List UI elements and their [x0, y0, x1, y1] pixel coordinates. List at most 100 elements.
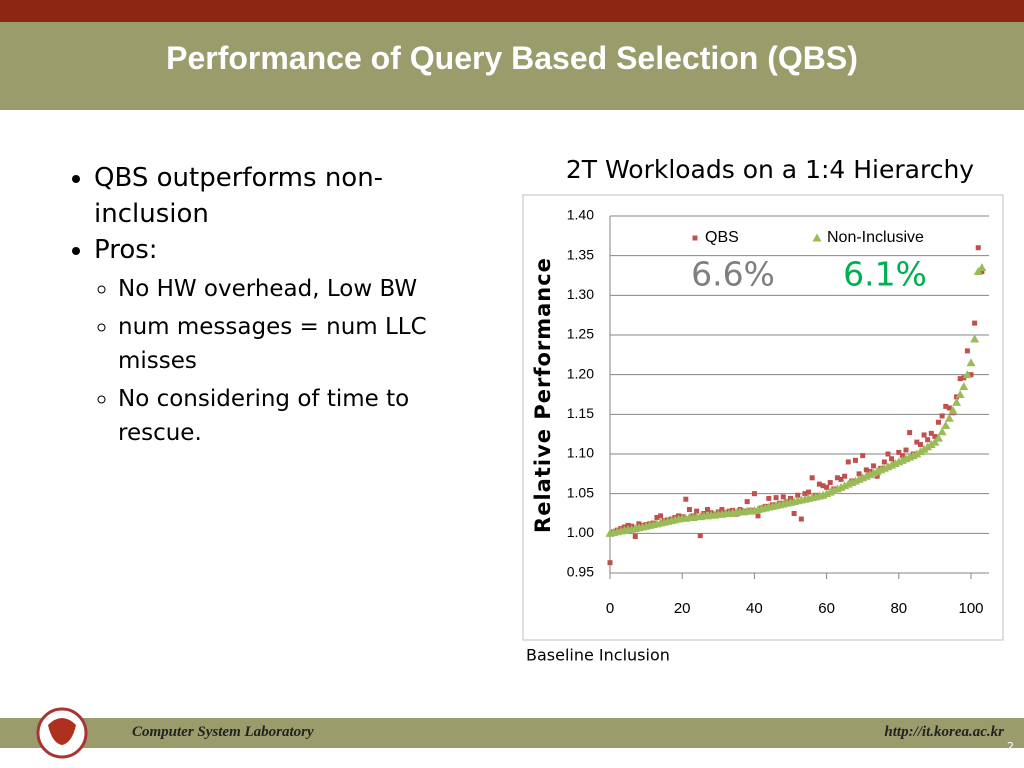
point: [791, 511, 797, 516]
point: [899, 453, 905, 459]
legend-marker: [692, 235, 698, 241]
y-tick-label: 1.40: [567, 207, 594, 223]
point: [979, 269, 985, 275]
point: [694, 508, 700, 514]
point: [806, 489, 812, 495]
point: [809, 475, 815, 481]
point: [845, 459, 851, 465]
bullet: QBS outperforms non-inclusion: [94, 160, 454, 232]
point: [977, 263, 987, 272]
sub-bullet: No considering of time to rescue.: [118, 382, 478, 450]
chart: 2T Workloads on a 1:4 Hierarchy Relative…: [522, 155, 1004, 665]
footer-url: http://it.korea.ac.kr: [884, 724, 1004, 740]
footer-lab: Computer System Laboratory: [132, 724, 314, 740]
point: [925, 437, 931, 443]
point: [934, 433, 944, 442]
point: [751, 491, 757, 497]
point: [968, 372, 974, 378]
x-tick-label: 60: [818, 600, 835, 617]
point: [936, 419, 942, 425]
point: [780, 494, 786, 500]
point: [860, 453, 866, 459]
point: [842, 473, 848, 479]
x-tick-label: 80: [890, 600, 907, 617]
point: [964, 348, 970, 354]
top-bar: [0, 0, 1024, 22]
y-tick-label: 1.10: [567, 445, 594, 461]
x-tick-label: 20: [674, 600, 691, 617]
point: [856, 471, 862, 477]
point: [838, 476, 844, 482]
point: [912, 449, 922, 458]
y-tick-label: 1.30: [567, 286, 594, 302]
point: [827, 480, 833, 486]
point: [654, 514, 660, 520]
legend-label: QBS: [705, 229, 739, 246]
point: [632, 534, 638, 540]
point: [970, 334, 980, 343]
point: [820, 483, 826, 489]
point: [975, 245, 981, 251]
point: [658, 513, 664, 519]
point: [944, 413, 954, 422]
legend-marker: [812, 233, 822, 242]
annotation: 6.6%: [691, 255, 775, 294]
y-tick-label: 1.20: [567, 365, 594, 381]
bullet: Pros: No HW overhead, Low BW num message…: [94, 232, 454, 450]
point: [863, 467, 869, 473]
x-tick-label: 0: [606, 600, 614, 617]
y-tick-label: 1.00: [567, 524, 594, 540]
point: [914, 439, 920, 445]
point: [719, 507, 725, 513]
point: [921, 432, 927, 438]
sub-list: No HW overhead, Low BW num messages = nu…: [94, 272, 478, 450]
point: [766, 495, 772, 501]
point: [903, 447, 909, 453]
point: [955, 390, 965, 398]
y-tick-label: 1.05: [567, 484, 594, 500]
page-number: 2: [1007, 740, 1014, 753]
point: [952, 397, 962, 406]
point: [755, 513, 761, 519]
point: [959, 382, 969, 391]
point: [773, 495, 779, 501]
point: [816, 481, 822, 487]
point: [896, 449, 902, 455]
bullet-text: QBS outperforms non-inclusion: [94, 163, 384, 229]
sub-bullet: num messages = num LLC misses: [118, 310, 478, 378]
point: [946, 405, 952, 411]
point: [907, 430, 913, 436]
point: [941, 420, 951, 429]
footer-band: [0, 718, 1024, 748]
legend-label: Non-Inclusive: [827, 229, 924, 246]
point: [881, 459, 887, 465]
y-tick-label: 1.15: [567, 405, 594, 421]
point: [798, 516, 804, 522]
point: [932, 434, 938, 440]
annotation: 6.1%: [843, 255, 927, 294]
point: [943, 403, 949, 409]
x-axis-title: Baseline Inclusion: [526, 646, 670, 665]
sub-bullet: No HW overhead, Low BW: [118, 272, 478, 306]
point: [704, 507, 710, 513]
point: [795, 492, 801, 498]
point: [928, 430, 934, 436]
x-tick-label: 40: [746, 600, 763, 617]
point: [834, 475, 840, 481]
point: [889, 456, 895, 462]
point: [852, 457, 858, 463]
y-tick-label: 0.95: [567, 564, 594, 580]
slide-title: Performance of Query Based Selection (QB…: [166, 40, 858, 76]
point: [939, 413, 945, 419]
y-tick-label: 1.25: [567, 326, 594, 342]
point: [871, 463, 877, 469]
point: [824, 484, 830, 490]
point: [926, 439, 936, 448]
y-axis-title: Relative Performance: [531, 257, 555, 533]
point: [607, 560, 613, 566]
chart-title: 2T Workloads on a 1:4 Hierarchy: [566, 155, 974, 184]
point: [697, 533, 703, 539]
point: [915, 447, 925, 456]
point: [957, 376, 963, 382]
point: [917, 441, 923, 447]
